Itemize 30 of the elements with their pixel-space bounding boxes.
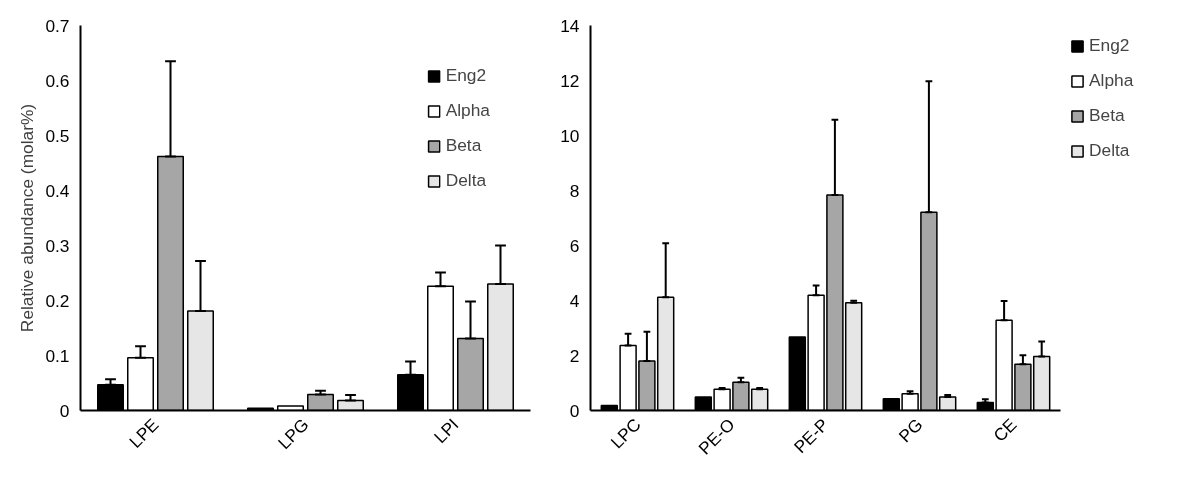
legend-label: Delta bbox=[1089, 140, 1130, 161]
y-tick-label: 0.7 bbox=[45, 15, 70, 36]
y-tick-label: 0.1 bbox=[45, 345, 70, 366]
x-tick-label: LPC bbox=[606, 414, 645, 453]
y-tick-label: 0 bbox=[59, 400, 70, 421]
legend-label: Eng2 bbox=[445, 65, 487, 86]
y-tick-label: 0.2 bbox=[45, 290, 70, 311]
legend-label: Delta bbox=[445, 170, 487, 191]
y-tick-label: 0 bbox=[569, 400, 580, 421]
legend-label: Beta bbox=[445, 135, 482, 156]
legend-label: Eng2 bbox=[1089, 35, 1130, 56]
x-tick-label: CE bbox=[989, 414, 1021, 446]
y-tick-label: 12 bbox=[560, 70, 580, 91]
y-tick-label: 0.3 bbox=[45, 235, 70, 256]
x-tick-label: PG bbox=[894, 414, 927, 447]
y-tick-label: 0.4 bbox=[45, 180, 70, 201]
y-tick-label: 0.5 bbox=[45, 125, 70, 146]
y-tick-label: 14 bbox=[560, 15, 580, 36]
x-tick-label: LPG bbox=[273, 414, 313, 454]
y-axis-title: Relative abundance (molar%) bbox=[17, 103, 38, 333]
y-tick-label: 0.6 bbox=[45, 70, 70, 91]
y-tick-label: 8 bbox=[569, 180, 580, 201]
y-tick-label: 6 bbox=[569, 235, 580, 256]
legend-label: Beta bbox=[1089, 105, 1125, 126]
y-tick-label: 10 bbox=[560, 125, 580, 146]
legend-label: Alpha bbox=[445, 100, 490, 121]
y-tick-label: 4 bbox=[569, 290, 580, 311]
legend-label: Alpha bbox=[1089, 70, 1134, 91]
y-tick-label: 2 bbox=[569, 345, 580, 366]
x-tick-label: LPI bbox=[430, 414, 463, 447]
